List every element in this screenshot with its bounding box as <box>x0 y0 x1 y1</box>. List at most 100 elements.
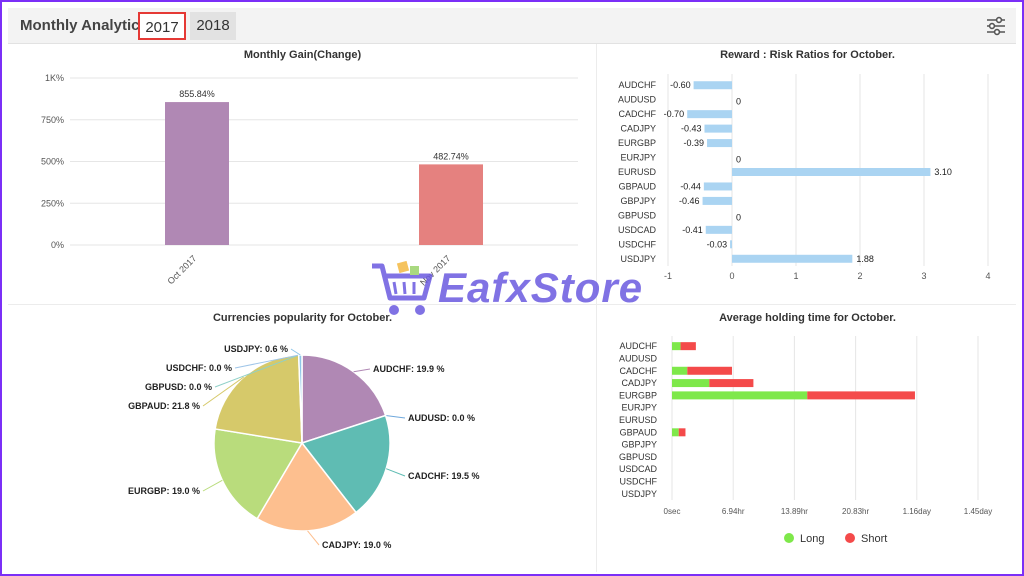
category-label: GBPUSD <box>618 210 657 220</box>
currencies-pie-title: Currencies popularity for October. <box>212 312 393 324</box>
bar-segment <box>672 391 808 400</box>
tab-2018[interactable]: 2018 <box>190 12 236 40</box>
bar-segment <box>672 428 679 437</box>
cart-icon <box>372 260 433 315</box>
x-tick-label: 4 <box>985 271 990 281</box>
data-label: -0.39 <box>684 138 705 148</box>
category-label: AUDCHF <box>619 80 657 90</box>
pie-leader-line <box>214 354 299 388</box>
data-label: 855.84% <box>179 89 215 99</box>
bar-segment <box>672 379 710 388</box>
data-label: -0.03 <box>707 239 728 249</box>
bar-segment <box>672 366 688 375</box>
bar <box>165 102 229 245</box>
data-label: 1.88 <box>856 254 874 264</box>
category-label: AUDCHF <box>620 341 658 351</box>
pie-label: AUDUSD: 0.0 % <box>408 413 475 423</box>
data-label: 0 <box>736 97 741 107</box>
category-label: USDCHF <box>620 477 658 487</box>
category-label: EURGBP <box>619 390 657 400</box>
reward-risk-chart: -1 0 1 2 3 4 AUDCHF -0.60 AUDUSD 0 CADCHF -0.70 CADJ… <box>618 74 991 281</box>
y-tick-label: 750% <box>41 115 64 125</box>
page-title: Monthly Analytics <box>20 17 148 34</box>
data-label: -0.44 <box>680 181 701 191</box>
category-label: GBPAUD <box>619 181 657 191</box>
legend-long-swatch <box>784 533 794 543</box>
legend-short-label: Short <box>861 533 888 545</box>
pie-leader-line <box>202 376 244 407</box>
category-label: GBPJPY <box>621 440 657 450</box>
category-label: CADCHF <box>620 366 658 376</box>
pie-leader-line <box>307 530 320 546</box>
data-label: 482.74% <box>433 151 469 161</box>
category-label: USDJPY <box>620 254 656 264</box>
category-label: USDCHF <box>619 239 657 249</box>
legend-short-swatch <box>845 533 855 543</box>
sliders-icon[interactable] <box>984 14 1008 38</box>
data-label: -0.46 <box>679 196 700 206</box>
data-label: -0.41 <box>682 225 703 235</box>
data-label: -0.43 <box>681 124 702 134</box>
reward-risk-title: Reward : Risk Ratios for October. <box>720 49 895 61</box>
pie-label: USDCHF: 0.0 % <box>166 363 232 373</box>
x-tick-label: 1 <box>793 271 798 281</box>
pie-slice <box>301 354 387 445</box>
pie-label: CADCHF: 19.5 % <box>408 471 480 481</box>
data-label: 3.10 <box>934 167 952 177</box>
bar-segment <box>807 391 915 400</box>
pie-slice <box>256 441 358 532</box>
holding-time-title: Average holding time for October. <box>719 312 896 324</box>
bar <box>419 164 483 245</box>
legend-short[interactable]: Short <box>845 533 887 545</box>
category-label: EURUSD <box>619 415 658 425</box>
bar <box>732 168 931 176</box>
category-label: CADJPY <box>620 124 656 134</box>
x-tick-label: 1.45day <box>964 507 992 516</box>
category-label: CADJPY <box>621 378 657 388</box>
category-label: CADCHF <box>619 109 657 119</box>
x-tick-label: Oct 2017 <box>166 253 199 286</box>
bar-segment <box>678 428 686 437</box>
analytics-header: Monthly Analytics 2017 2018 <box>8 8 1016 44</box>
x-tick-label: 20.83hr <box>842 507 869 516</box>
monthly-gain-chart: 0%250%500%750%1K%855.84%Oct 2017482.74%N… <box>41 73 578 288</box>
bar-segment <box>672 342 681 351</box>
bar-segment <box>709 379 754 388</box>
x-tick-label: 13.89hr <box>781 507 808 516</box>
y-tick-label: 0% <box>51 240 64 250</box>
pie-leader-line <box>353 368 371 373</box>
x-tick-label: 3 <box>921 271 926 281</box>
tab-2017[interactable]: 2017 <box>138 12 186 40</box>
bar <box>693 81 732 90</box>
panel-divider-horizontal <box>8 304 1016 305</box>
bar-segment <box>687 366 732 375</box>
legend-long-label: Long <box>800 533 825 545</box>
pie-leader-line <box>202 479 223 492</box>
bar <box>707 139 732 148</box>
y-tick-label: 1K% <box>45 73 64 83</box>
currencies-pie-chart: AUDCHF: 19.9 % AUDUSD: 0.0 % CADCHF: 19.5 … <box>128 344 480 550</box>
bar <box>703 182 732 191</box>
y-tick-label: 250% <box>41 198 64 208</box>
x-tick-label: 0 <box>729 271 734 281</box>
pie-slice <box>214 354 303 444</box>
x-tick-label: 2 <box>857 271 862 281</box>
category-label: GBPUSD <box>619 452 658 462</box>
data-label: 0 <box>736 155 741 165</box>
bar <box>705 225 732 234</box>
bar <box>732 254 853 263</box>
pie-slice <box>213 428 304 520</box>
pie-label: CADJPY: 19.0 % <box>322 540 391 550</box>
pie-slice <box>297 354 303 444</box>
bar-segment <box>680 342 696 351</box>
x-tick-label: -1 <box>664 271 672 281</box>
x-tick-label: 6.94hr <box>722 507 745 516</box>
data-label: 0 <box>736 212 741 222</box>
category-label: EURGBP <box>618 138 656 148</box>
pie-leader-line <box>385 414 406 419</box>
x-tick-label: 1.16day <box>903 507 931 516</box>
legend-long[interactable]: Long <box>784 533 824 545</box>
pie-leader-line <box>234 354 299 369</box>
pie-label: USDJPY: 0.6 % <box>224 344 288 354</box>
watermark-text: EafxStore <box>438 264 644 311</box>
